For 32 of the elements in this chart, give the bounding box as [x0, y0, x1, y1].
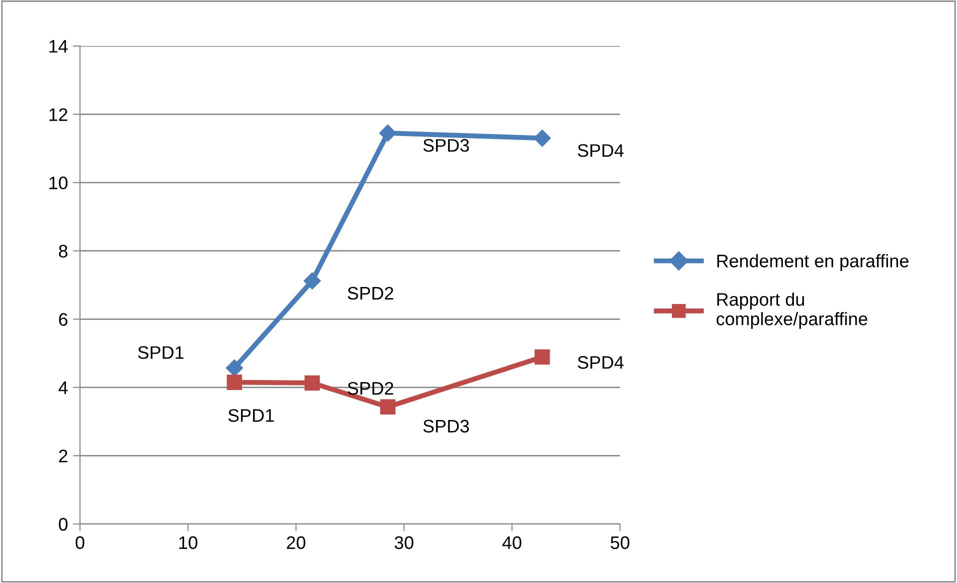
x-tick-label: 50 — [610, 536, 630, 550]
x-tick-label: 30 — [394, 536, 414, 550]
annotation: SPD2 — [348, 382, 394, 395]
annotation: SPD1 — [138, 346, 184, 359]
point — [304, 272, 321, 290]
annotation: SPD4 — [578, 356, 624, 369]
y-tick-label: 12 — [49, 108, 68, 121]
point — [226, 374, 242, 390]
point — [534, 349, 550, 365]
y-tick-label: 14 — [49, 40, 68, 53]
x-tick-label: 40 — [502, 536, 522, 550]
x-tick-label: 0 — [76, 536, 84, 550]
legend-label: Rapport du complexe/paraffine — [716, 292, 868, 329]
y-tick-label: 0 — [58, 518, 68, 531]
legend-label: Rendement en paraffine — [717, 254, 908, 271]
point — [534, 130, 551, 147]
annotation: SPD3 — [423, 139, 469, 152]
y-tick-label: 6 — [59, 313, 68, 326]
annotation: SPD2 — [348, 286, 394, 300]
annotation: SPD1 — [228, 409, 274, 422]
y-tick-label: 2 — [59, 450, 68, 462]
point — [380, 399, 396, 415]
y-tick-label: 4 — [58, 382, 68, 394]
point — [304, 375, 320, 391]
y-tick-label: 10 — [49, 176, 68, 190]
annotation: SPD3 — [423, 420, 469, 433]
x-tick-label: 20 — [286, 536, 306, 550]
y-tick-label: 8 — [58, 244, 68, 258]
x-tick-label: 10 — [179, 536, 198, 550]
annotation: SPD4 — [578, 144, 624, 157]
point — [379, 124, 396, 142]
point — [226, 359, 243, 377]
